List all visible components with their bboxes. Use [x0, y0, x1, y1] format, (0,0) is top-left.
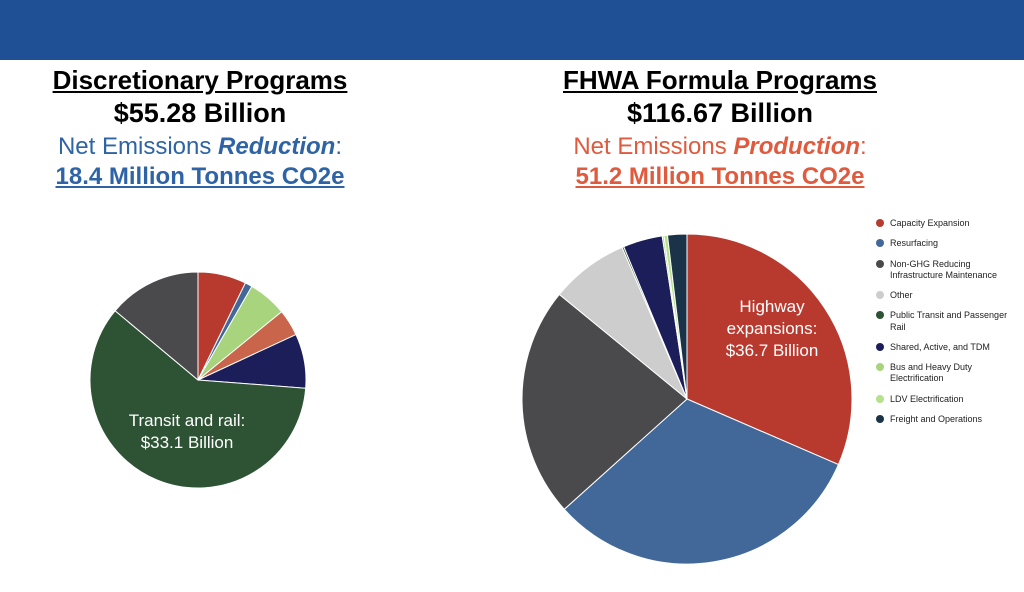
net-keyword: Reduction — [218, 132, 336, 160]
net-suffix: : — [335, 132, 343, 160]
legend-swatch — [876, 259, 884, 268]
legend-label: Other — [890, 290, 913, 300]
legend-swatch — [876, 414, 884, 423]
legend-swatch — [876, 394, 884, 403]
legend-item: Freight and Operations — [876, 414, 1016, 425]
legend-item: Other — [876, 290, 1016, 301]
legend-item: Non-GHG Reducing Infrastructure Maintena… — [876, 259, 1016, 282]
legend-swatch — [876, 342, 884, 351]
legend-label: Public Transit and Passenger Rail — [890, 310, 1008, 332]
fhwa-title: FHWA Formula Programs — [563, 65, 877, 95]
legend-label: Shared, Active, and TDM — [890, 341, 990, 352]
slice-label-line: $36.7 Billion — [725, 341, 819, 361]
legend-item: LDV Electrification — [876, 394, 1016, 405]
legend-item: Public Transit and Passenger Rail — [876, 310, 1016, 333]
fhwa-pie-chart — [521, 233, 853, 565]
pie-slice — [89, 310, 307, 489]
legend-swatch — [876, 363, 884, 371]
legend-item: Resurfacing — [876, 238, 1016, 249]
slice-label-line: expansions: — [726, 319, 818, 339]
net-prefix: Net Emissions — [573, 132, 734, 160]
legend-item: Shared, Active, and TDM — [876, 342, 1016, 353]
slice-label-line: Highway — [739, 297, 805, 316]
legend-swatch — [876, 239, 884, 248]
fhwa-total: $116.67 Billion — [626, 97, 814, 128]
fhwa-heading: FHWA Formula Programs $116.67 Billion Ne… — [520, 65, 920, 190]
pie-slice — [563, 398, 840, 565]
pie-slice — [114, 271, 199, 382]
legend-swatch — [876, 311, 884, 320]
fhwa-net-emissions: Net Emissions Production: — [520, 133, 920, 161]
pie-slice — [686, 233, 853, 466]
legend-label: Bus and Heavy Duty Electrification — [890, 362, 973, 384]
legend-item: Capacity Expansion — [876, 218, 1016, 229]
slice-label-line: Transit and rail: — [128, 411, 246, 430]
net-keyword: Production — [733, 132, 861, 160]
top-banner — [0, 0, 1024, 60]
pie-slice — [666, 233, 688, 400]
legend-label: Resurfacing — [890, 238, 939, 249]
legend-label: Capacity Expansion — [890, 218, 970, 228]
legend-item: Bus and Heavy Duty Electrification — [876, 362, 1016, 385]
legend-swatch — [876, 291, 884, 299]
discretionary-total: $55.28 Billion — [113, 97, 287, 128]
pie-slice — [521, 293, 688, 511]
legend-label: Freight and Operations — [890, 413, 983, 424]
discretionary-pie-chart — [89, 271, 307, 489]
legend-label: Non-GHG Reducing Infrastructure Maintena… — [890, 258, 998, 280]
discretionary-heading: Discretionary Programs $55.28 Billion Ne… — [40, 65, 360, 190]
discretionary-emissions-amount: 18.4 Million Tonnes CO2e — [55, 162, 345, 190]
net-suffix: : — [860, 132, 867, 160]
fhwa-emissions-amount: 51.2 Million Tonnes CO2e — [575, 162, 865, 190]
net-prefix: Net Emissions — [57, 132, 219, 160]
legend-swatch — [876, 219, 884, 227]
discretionary-title: Discretionary Programs — [52, 65, 348, 95]
legend-label: LDV Electrification — [890, 393, 964, 404]
slice-label-line: $33.1 Billion — [140, 433, 234, 453]
discretionary-net-emissions: Net Emissions Reduction: — [40, 133, 360, 161]
chart-legend: Capacity Expansion Resurfacing Non-GHG Red… — [876, 218, 1016, 434]
transit-rail-slice-label: Transit and rail: $33.1 Billion — [112, 410, 262, 454]
highway-expansion-slice-label: Highway expansions: $36.7 Billion — [712, 296, 832, 362]
